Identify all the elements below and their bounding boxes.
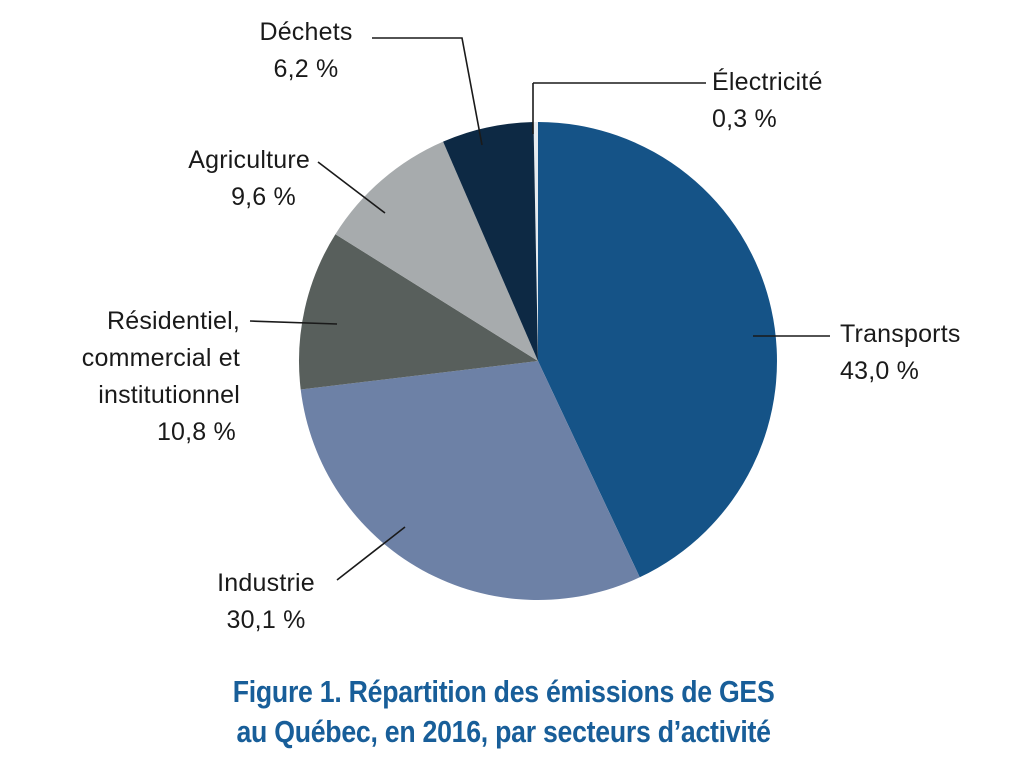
label-agriculture-value: 9,6 % [231, 183, 296, 211]
pie-slice-electricite [533, 121, 538, 361]
pie-slice-agriculture [335, 141, 538, 361]
label-industrie-value: 30,1 % [226, 606, 306, 634]
label-electricite-value: 0,3 % [712, 105, 777, 133]
label-residentiel-line1: Résidentiel, [106, 307, 240, 335]
pie-slice-transports [538, 122, 777, 578]
label-industrie-name: Industrie [217, 569, 315, 597]
leader-line-agriculture [317, 161, 386, 214]
label-electricite: Électricité 0,3 % [712, 64, 892, 138]
label-dechets-value: 6,2 % [273, 55, 339, 83]
pie-slice-residentiel [298, 234, 538, 390]
caption-line-1: Figure 1. Répartition des émissions de G… [232, 674, 775, 709]
pie-slices [298, 121, 777, 600]
label-agriculture-name: Agriculture [188, 146, 310, 174]
label-dechets-name: Déchets [259, 18, 353, 46]
pie-slice-industrie [300, 361, 640, 600]
leader-line-dechets [372, 37, 483, 146]
label-transports: Transports 43,0 % [840, 316, 1010, 390]
pie-slice-dechets [443, 122, 538, 361]
label-residentiel-line3: institutionnel [98, 381, 240, 409]
figure-caption: Figure 1. Répartition des émissions de G… [63, 672, 944, 752]
leader-line-residentiel [249, 320, 338, 325]
label-residentiel-line2: commercial et [81, 344, 240, 372]
label-industrie: Industrie 30,1 % [196, 565, 336, 639]
label-residentiel-value: 10,8 % [156, 418, 236, 446]
caption-line-2: au Québec, en 2016, par secteurs d’activ… [236, 714, 771, 749]
leader-lines [249, 37, 830, 581]
label-electricite-name: Électricité [712, 68, 823, 96]
label-dechets: Déchets 6,2 % [236, 14, 376, 88]
label-transports-name: Transports [840, 320, 961, 348]
label-transports-value: 43,0 % [840, 357, 920, 385]
label-residentiel: Résidentiel, commercial et institutionne… [40, 303, 240, 451]
label-agriculture: Agriculture 9,6 % [120, 142, 310, 216]
leader-line-industrie [336, 526, 406, 581]
